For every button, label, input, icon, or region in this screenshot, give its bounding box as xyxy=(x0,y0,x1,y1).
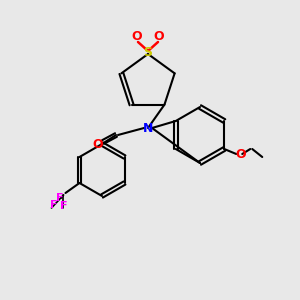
Text: F: F xyxy=(60,201,67,211)
Text: F: F xyxy=(50,200,57,210)
Text: F: F xyxy=(56,193,63,203)
Text: O: O xyxy=(154,31,164,44)
Text: O: O xyxy=(235,148,246,160)
Text: O: O xyxy=(132,31,142,44)
Text: N: N xyxy=(143,122,153,134)
Text: O: O xyxy=(93,137,103,151)
Text: S: S xyxy=(143,46,152,59)
